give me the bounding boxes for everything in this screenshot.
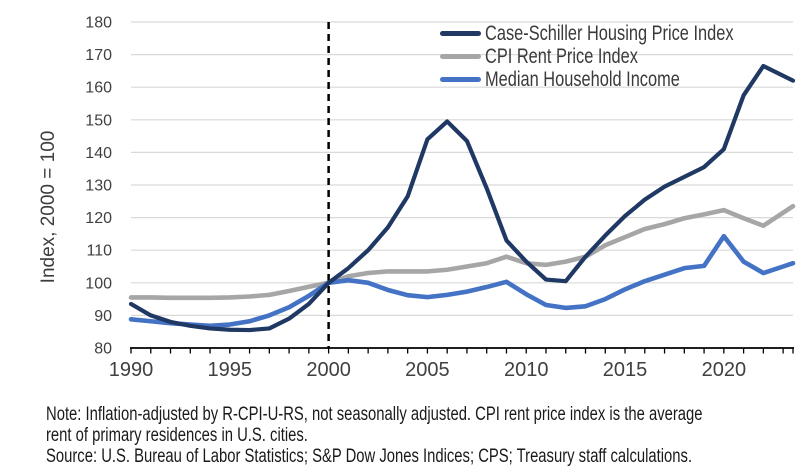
legend-label-cpi-rent: CPI Rent Price Index [485, 44, 638, 68]
y-tick-label-170: 170 [85, 47, 112, 64]
x-tick-label-1990: 1990 [109, 359, 154, 381]
legend-swatch-case-schiller [440, 31, 481, 36]
legend-item-case-schiller: Case-Schiller Housing Price Index [440, 22, 802, 45]
legend-swatch-median-income [440, 77, 481, 82]
y-tick-label-150: 150 [85, 112, 112, 129]
legend-label-case-schiller: Case-Schiller Housing Price Index [485, 21, 734, 45]
y-tick-label-120: 120 [85, 210, 112, 227]
y-tick-label-140: 140 [85, 145, 112, 162]
x-tick-label-1995: 1995 [208, 359, 253, 381]
legend-item-cpi-rent: CPI Rent Price Index [440, 45, 802, 68]
note-text-line1: Note: Inflation-adjusted by R-CPI-U-RS, … [46, 404, 703, 425]
y-tick-label-160: 160 [85, 80, 112, 97]
y-tick-label-80: 80 [94, 341, 112, 358]
y-tick-label-180: 180 [85, 15, 112, 32]
legend: Case-Schiller Housing Price Index CPI Re… [440, 22, 802, 91]
x-tick-label-2010: 2010 [504, 359, 549, 381]
x-tick-label-2005: 2005 [405, 359, 450, 381]
series-line-case-schiller [128, 63, 796, 333]
series-line-cpi-rent [128, 203, 796, 301]
note-text-line2: rent of primary residences in U.S. citie… [46, 425, 308, 446]
series-line-median-income [128, 233, 796, 329]
source-text: Source: U.S. Bureau of Labor Statistics;… [46, 446, 693, 467]
y-tick-label-100: 100 [85, 275, 112, 292]
plot-area: 80 90 100 110 120 130 140 150 160 170 180 1990 1995 2… [85, 15, 796, 381]
x-tick-label-2015: 2015 [603, 359, 648, 381]
y-tick-label-130: 130 [85, 178, 112, 195]
legend-swatch-cpi-rent [440, 54, 481, 59]
x-tick-label-2020: 2020 [702, 359, 747, 381]
y-axis-title: Index, 2000 = 100 [38, 130, 59, 284]
legend-item-median-income: Median Household Income [440, 68, 802, 91]
y-tick-label-90: 90 [94, 308, 112, 325]
y-tick-label-110: 110 [86, 243, 112, 260]
x-tick-label-2000: 2000 [306, 359, 351, 381]
legend-label-median-income: Median Household Income [485, 67, 680, 91]
footer-notes: Note: Inflation-adjusted by R-CPI-U-RS, … [46, 404, 802, 467]
